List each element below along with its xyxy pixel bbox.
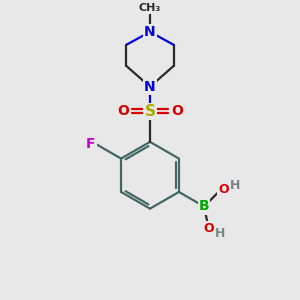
Text: F: F	[86, 137, 95, 151]
Text: N: N	[144, 25, 156, 39]
Text: N: N	[144, 80, 156, 94]
Text: B: B	[199, 200, 209, 214]
Text: O: O	[117, 104, 129, 118]
Text: H: H	[215, 227, 225, 240]
Text: S: S	[145, 104, 155, 119]
Text: O: O	[218, 183, 229, 196]
Text: O: O	[203, 222, 214, 235]
Text: H: H	[230, 179, 240, 192]
Text: CH₃: CH₃	[139, 3, 161, 13]
Text: O: O	[171, 104, 183, 118]
